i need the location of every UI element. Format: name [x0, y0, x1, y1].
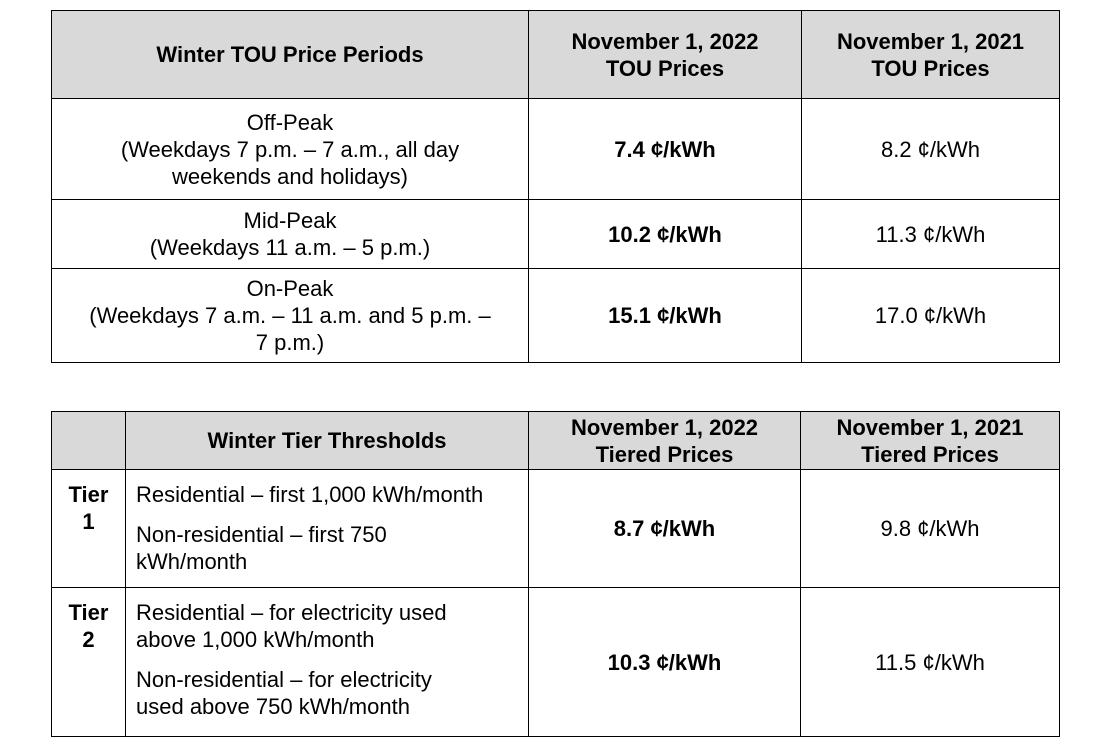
residential-threshold: Residential – for electricity used above… — [136, 599, 528, 653]
tou-price-2021: 11.3 ¢/kWh — [801, 199, 1060, 269]
threshold-line: above 1,000 kWh/month — [136, 627, 375, 652]
tou-price-2022: 7.4 ¢/kWh — [528, 98, 802, 200]
tou-price-2021: 17.0 ¢/kWh — [801, 268, 1060, 363]
period-name: Off-Peak — [246, 109, 334, 135]
header-line: TOU Prices — [871, 55, 990, 81]
tou-row-off-peak: Off-Peak (Weekdays 7 p.m. – 7 a.m., all … — [51, 98, 1060, 200]
tier-price-2021: 9.8 ¢/kWh — [800, 469, 1060, 588]
non-residential-threshold: Non-residential – for electricity used a… — [136, 666, 528, 720]
header-line: Winter TOU Price Periods — [156, 42, 424, 67]
tou-row-mid-peak: Mid-Peak (Weekdays 11 a.m. – 5 p.m.) 10.… — [51, 199, 1060, 269]
tier-price-2021: 11.5 ¢/kWh — [800, 587, 1060, 737]
tier-header-blank — [51, 411, 126, 470]
tou-period-cell: Mid-Peak (Weekdays 11 a.m. – 5 p.m.) — [51, 199, 529, 269]
tou-period-cell: Off-Peak (Weekdays 7 p.m. – 7 a.m., all … — [51, 98, 529, 200]
header-line: Tiered Prices — [595, 441, 734, 467]
tou-period-cell: On-Peak (Weekdays 7 a.m. – 11 a.m. and 5… — [51, 268, 529, 363]
tier-label: Tier 1 — [51, 469, 126, 588]
tier-label-word: Tier — [68, 482, 109, 507]
non-residential-threshold: Non-residential – first 750 kWh/month — [136, 521, 528, 575]
threshold-line: used above 750 kWh/month — [136, 694, 410, 719]
header-line: November 1, 2022 — [571, 28, 759, 54]
tou-row-on-peak: On-Peak (Weekdays 7 a.m. – 11 a.m. and 5… — [51, 268, 1060, 363]
header-line: November 1, 2021 — [836, 414, 1024, 440]
threshold-line: Residential – for electricity used — [136, 600, 447, 625]
tou-price-table: Winter TOU Price Periods November 1, 202… — [51, 10, 1060, 363]
header-line: November 1, 2022 — [570, 414, 759, 440]
tier-header-thresholds: Winter Tier Thresholds — [125, 411, 529, 470]
tier-threshold-cell: Residential – for electricity used above… — [125, 587, 529, 737]
tier-label: Tier 2 — [51, 587, 126, 737]
period-hours: (Weekdays 7 p.m. – 7 a.m., all day — [120, 136, 460, 162]
period-name: On-Peak — [246, 276, 334, 301]
tier-label-number: 2 — [82, 627, 95, 652]
tier-header-row: Winter Tier Thresholds November 1, 2022 … — [51, 411, 1060, 470]
threshold-line: kWh/month — [136, 549, 248, 574]
tou-price-2022: 10.2 ¢/kWh — [528, 199, 802, 269]
header-line: TOU Prices — [605, 55, 725, 81]
tier-row-1: Tier 1 Residential – first 1,000 kWh/mon… — [51, 469, 1060, 588]
threshold-line: Non-residential – first 750 — [136, 522, 387, 547]
tier-row-2: Tier 2 Residential – for electricity use… — [51, 587, 1060, 737]
period-hours: (Weekdays 11 a.m. – 5 p.m.) — [149, 235, 431, 260]
tou-price-2022: 15.1 ¢/kWh — [528, 268, 802, 363]
tier-threshold-cell: Residential – first 1,000 kWh/month Non-… — [125, 469, 529, 588]
tou-header-2022: November 1, 2022 TOU Prices — [528, 10, 802, 99]
tier-label-number: 1 — [82, 509, 95, 534]
header-line: Winter Tier Thresholds — [207, 428, 447, 453]
tou-price-2021: 8.2 ¢/kWh — [801, 98, 1060, 200]
period-hours: 7 p.m.) — [255, 330, 325, 355]
tier-label-word: Tier — [68, 600, 109, 625]
period-hours: (Weekdays 7 a.m. – 11 a.m. and 5 p.m. – — [89, 303, 491, 328]
threshold-line: Non-residential – for electricity — [136, 667, 432, 692]
threshold-line: Residential – first 1,000 kWh/month — [136, 482, 484, 507]
residential-threshold: Residential – first 1,000 kWh/month — [136, 481, 528, 508]
tou-header-row: Winter TOU Price Periods November 1, 202… — [51, 10, 1060, 99]
tier-price-2022: 10.3 ¢/kWh — [528, 587, 801, 737]
tier-header-2021: November 1, 2021 Tiered Prices — [800, 411, 1060, 470]
tier-header-2022: November 1, 2022 Tiered Prices — [528, 411, 801, 470]
header-line: November 1, 2021 — [836, 28, 1025, 54]
tou-header-2021: November 1, 2021 TOU Prices — [801, 10, 1060, 99]
period-hours: weekends and holidays) — [171, 163, 409, 189]
header-line: Tiered Prices — [861, 441, 999, 467]
tier-price-2022: 8.7 ¢/kWh — [528, 469, 801, 588]
tou-header-period: Winter TOU Price Periods — [51, 10, 529, 99]
tier-price-table: Winter Tier Thresholds November 1, 2022 … — [51, 411, 1060, 737]
period-name: Mid-Peak — [243, 208, 337, 233]
